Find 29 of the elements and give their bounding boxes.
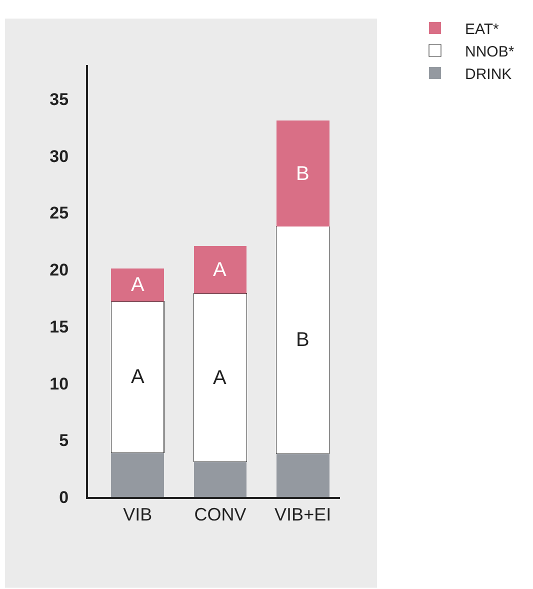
annotation: A xyxy=(131,366,145,388)
bar xyxy=(111,452,164,497)
annotation: A xyxy=(213,367,227,389)
legend-label: NNOB* xyxy=(465,43,514,60)
y-tick-label: 35 xyxy=(50,90,69,110)
bar xyxy=(276,120,330,226)
bar xyxy=(193,293,247,462)
annotation: B xyxy=(296,329,310,351)
bar xyxy=(111,268,164,302)
y-tick-label: 25 xyxy=(50,204,69,223)
legend-label: DRINK xyxy=(465,66,512,83)
x-tick-label: VIB+EI xyxy=(274,504,332,525)
annotation: A xyxy=(213,259,227,281)
bar xyxy=(110,301,164,453)
bar xyxy=(194,462,247,497)
x-tick-label: CONV xyxy=(194,504,246,525)
legend-label: EAT* xyxy=(465,20,500,38)
annotation: B xyxy=(296,163,310,185)
bar xyxy=(194,246,247,294)
y-tick-label: 10 xyxy=(50,374,69,394)
annotation: A xyxy=(131,274,145,296)
x-tick-label: VIB xyxy=(123,504,152,525)
bar xyxy=(276,226,330,454)
y-tick-label: 15 xyxy=(50,317,69,336)
y-tick-label: 20 xyxy=(50,260,69,280)
y-tick-label: 5 xyxy=(59,431,69,450)
y-tick-label: 0 xyxy=(59,488,69,507)
bar xyxy=(276,454,330,497)
y-tick-label: 30 xyxy=(50,146,69,166)
